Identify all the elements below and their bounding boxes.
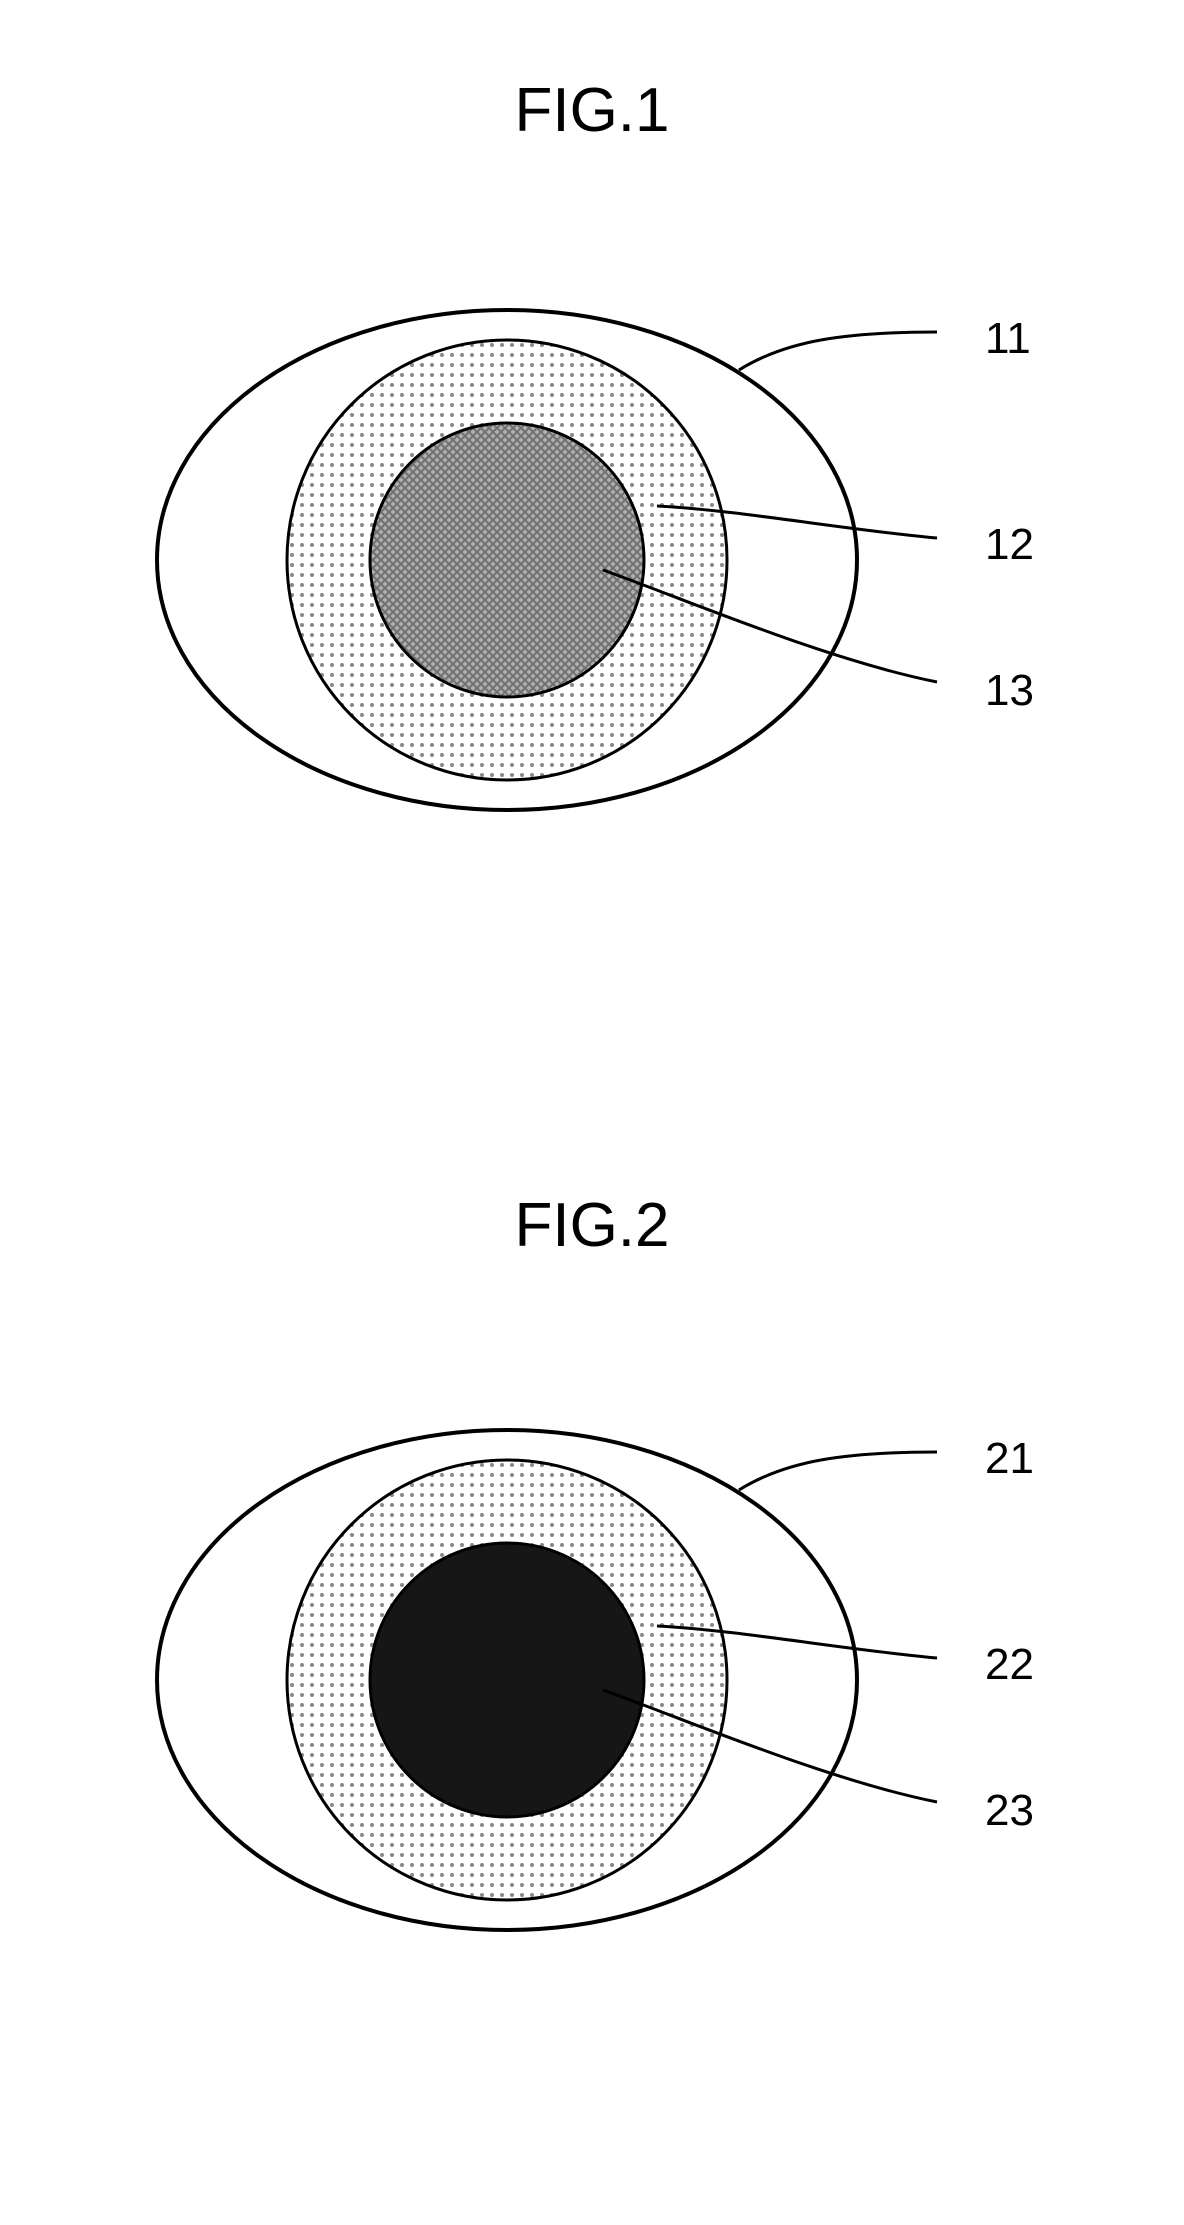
- pupil-circle: [370, 1543, 644, 1817]
- callout-leader: [739, 332, 937, 370]
- figure-2-diagram: 212223: [137, 1380, 967, 1980]
- callout-label: 12: [985, 520, 1034, 570]
- callout-label: 11: [985, 314, 1031, 364]
- pupil-circle: [370, 423, 644, 697]
- figure-1-diagram: 111213: [137, 260, 967, 860]
- figure-1-svg: [137, 260, 967, 860]
- callout-label: 21: [985, 1434, 1034, 1484]
- figure-2-title: FIG.2: [0, 1190, 1184, 1261]
- figure-2-svg: [137, 1380, 967, 1980]
- callout-label: 22: [985, 1640, 1034, 1690]
- callout-label: 13: [985, 666, 1034, 716]
- callout-leader: [739, 1452, 937, 1490]
- figure-1-title: FIG.1: [0, 75, 1184, 146]
- callout-label: 23: [985, 1786, 1034, 1836]
